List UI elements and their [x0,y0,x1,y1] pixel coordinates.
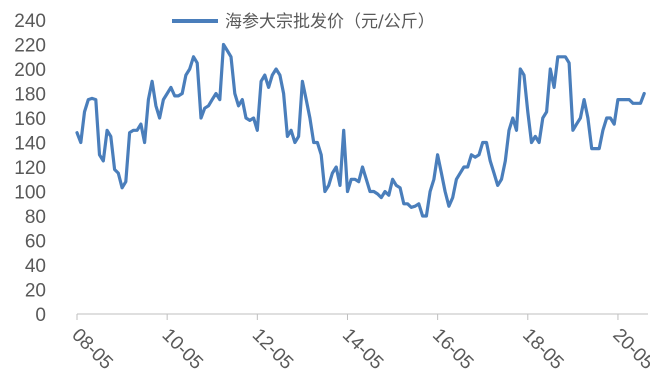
x-axis: 08-05 10-05 12-05 14-05 16-05 18-05 20-05 [67,313,650,374]
x-tick-label: 18-05 [518,325,567,374]
y-tick-label: 220 [14,36,46,57]
y-tick-label: 240 [14,11,46,32]
x-tick-label: 20-05 [608,325,650,374]
x-tick-label: 10-05 [158,325,207,374]
y-tick-label: 40 [25,256,46,277]
y-tick-label: 160 [14,109,46,130]
legend-label: 海参大宗批发价（元/公斤） [225,12,435,32]
y-tick-label: 140 [14,134,46,155]
y-tick-label: 200 [14,60,46,81]
plot-area [75,42,646,218]
y-tick-label: 0 [35,305,46,326]
y-tick-label: 60 [25,232,46,253]
x-tick-label: 12-05 [248,325,297,374]
y-tick-label: 100 [14,183,46,204]
y-axis: 0 20 40 60 80 100 120 140 160 180 200 220 240 [14,11,46,326]
series-line [75,42,646,218]
x-tick-label: 14-05 [338,325,387,374]
y-tick-label: 20 [25,281,46,302]
y-tick-label: 120 [14,158,46,179]
x-tick-label: 16-05 [428,325,477,374]
y-tick-label: 180 [14,85,46,106]
x-tick-label: 08-05 [67,325,116,374]
y-tick-label: 80 [25,207,46,228]
legend: 海参大宗批发价（元/公斤） [172,12,435,32]
